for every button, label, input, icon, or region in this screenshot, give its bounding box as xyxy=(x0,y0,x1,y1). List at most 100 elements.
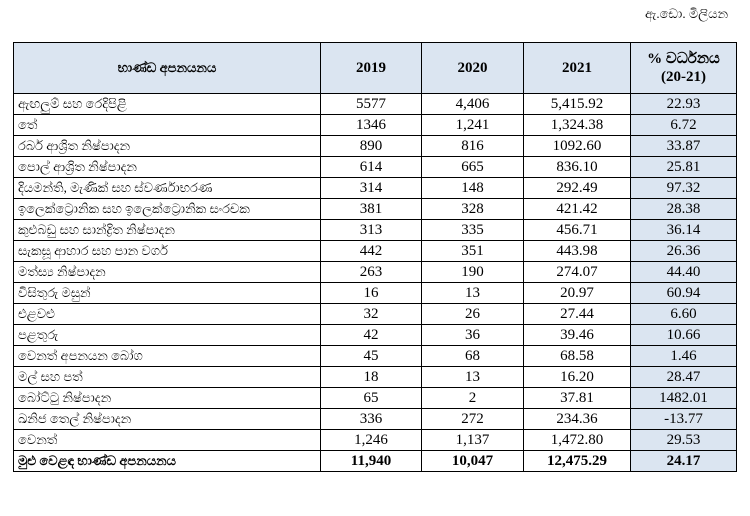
row-label: මත්ස්‍ය නිෂ්පාදන xyxy=(13,261,321,283)
cell: 351 xyxy=(421,240,524,262)
cell: 148 xyxy=(421,177,524,199)
cell: 336 xyxy=(320,408,422,430)
row-label: ඛනිජ තෙල් නිෂ්පාදන xyxy=(13,408,321,430)
row-label: සැකසූ ආහාර සහ පාන වර්ග xyxy=(13,240,321,262)
cell: 45 xyxy=(320,345,422,367)
row-label: බෝට්ටු නිෂ්පාදන xyxy=(13,387,321,409)
cell: 1482.01 xyxy=(630,387,737,409)
cell: 10,047 xyxy=(421,450,524,472)
cell: -13.77 xyxy=(630,408,737,430)
cell: 2 xyxy=(421,387,524,409)
cell: 274.07 xyxy=(523,261,631,283)
row-label: ඇඟලුම් සහ රෙදිපිළි xyxy=(13,93,321,115)
cell: 5577 xyxy=(320,93,422,115)
cell: 614 xyxy=(320,156,422,178)
row-label: පොල් ආශ්‍රිත නිෂ්පාදන xyxy=(13,156,321,178)
row-label: ඉලෙක්ට්‍රොනික සහ ඉලෙක්ට්‍රොනික සංරචක xyxy=(13,198,321,220)
cell: 24.17 xyxy=(630,450,737,472)
table-row: වෙනත් අපනයන බෝග 45 68 68.58 1.46 xyxy=(13,345,737,367)
cell: 456.71 xyxy=(523,219,631,241)
row-label: එළවළු xyxy=(13,303,321,325)
cell: 68.58 xyxy=(523,345,631,367)
cell: 381 xyxy=(320,198,422,220)
cell: 313 xyxy=(320,219,422,241)
row-label: මල් සහ පත් xyxy=(13,366,321,388)
cell: 65 xyxy=(320,387,422,409)
cell: 6.72 xyxy=(630,114,737,136)
cell: 22.93 xyxy=(630,93,737,115)
column-header: 2019 xyxy=(320,42,422,94)
table-row: පොල් ආශ්‍රිත නිෂ්පාදන 614 665 836.10 25.81 xyxy=(13,156,737,178)
export-table: භාණ්ඩ අපනයනය 2019 2020 2021% වර්ධනය (20-21)… xyxy=(13,42,737,472)
cell: 1346 xyxy=(320,114,422,136)
cell: 1,246 xyxy=(320,429,422,451)
table-row: ඉලෙක්ට්‍රොනික සහ ඉලෙක්ට්‍රොනික සංරචක 381 3… xyxy=(13,198,737,220)
table-row: රබර් ආශ්‍රිත නිෂ්පාදන 890 816 1092.60 33.87 xyxy=(13,135,737,157)
cell: 442 xyxy=(320,240,422,262)
cell: 36 xyxy=(421,324,524,346)
cell: 26 xyxy=(421,303,524,325)
cell: 10.66 xyxy=(630,324,737,346)
row-label: කුළුබඩු සහ සාන්ද්‍රිත නිෂ්පාදන xyxy=(13,219,321,241)
table-row: පළතුරු 42 36 39.46 10.66 xyxy=(13,324,737,346)
cell: 836.10 xyxy=(523,156,631,178)
cell: 68 xyxy=(421,345,524,367)
total-row: මුළු වෙළඳ භාණ්ඩ අපනයනය 11,940 10,047 12,475… xyxy=(13,450,737,472)
cell: 421.42 xyxy=(523,198,631,220)
cell: 12,475.29 xyxy=(523,450,631,472)
cell: 1,472.80 xyxy=(523,429,631,451)
table-row: බෝට්ටු නිෂ්පාදන 65 2 37.81 1482.01 xyxy=(13,387,737,409)
cell: 6.60 xyxy=(630,303,737,325)
cell: 263 xyxy=(320,261,422,283)
cell: 26.36 xyxy=(630,240,737,262)
cell: 97.32 xyxy=(630,177,737,199)
table-row: දියමන්ති, මැණික් සහ ස්වර්ණාභරණ 314 148 292.… xyxy=(13,177,737,199)
table-body: ඇඟලුම් සහ රෙදිපිළි 5577 4,406 5,415.92 22.93… xyxy=(13,93,737,472)
cell: 292.49 xyxy=(523,177,631,199)
cell: 665 xyxy=(421,156,524,178)
row-label: වෙනත් xyxy=(13,429,321,451)
row-label: මුළු වෙළඳ භාණ්ඩ අපනයනය xyxy=(13,450,321,472)
table-row: විසිතුරු මසුන් 16 13 20.97 60.94 xyxy=(13,282,737,304)
cell: 33.87 xyxy=(630,135,737,157)
column-header: % වර්ධනය (20-21) xyxy=(630,42,737,94)
cell: 16.20 xyxy=(523,366,631,388)
cell: 42 xyxy=(320,324,422,346)
column-header: 2020 xyxy=(421,42,524,94)
cell: 816 xyxy=(421,135,524,157)
cell: 32 xyxy=(320,303,422,325)
cell: 60.94 xyxy=(630,282,737,304)
cell: 28.38 xyxy=(630,198,737,220)
cell: 890 xyxy=(320,135,422,157)
cell: 335 xyxy=(421,219,524,241)
table-row: ඇඟලුම් සහ රෙදිපිළි 5577 4,406 5,415.92 22.93 xyxy=(13,93,737,115)
row-label: පළතුරු xyxy=(13,324,321,346)
table-row: එළවළු 32 26 27.44 6.60 xyxy=(13,303,737,325)
cell: 37.81 xyxy=(523,387,631,409)
row-label: දියමන්ති, මැණික් සහ ස්වර්ණාභරණ xyxy=(13,177,321,199)
table-row: ඛනිජ තෙල් නිෂ්පාදන 336 272 234.36 -13.77 xyxy=(13,408,737,430)
row-label: විසිතුරු මසුන් xyxy=(13,282,321,304)
cell: 25.81 xyxy=(630,156,737,178)
cell: 4,406 xyxy=(421,93,524,115)
cell: 234.36 xyxy=(523,408,631,430)
table-row: මත්ස්‍ය නිෂ්පාදන 263 190 274.07 44.40 xyxy=(13,261,737,283)
row-label: තේ xyxy=(13,114,321,136)
unit-label: ඇ.ඩො. මිලියන xyxy=(645,6,728,21)
cell: 328 xyxy=(421,198,524,220)
cell: 13 xyxy=(421,282,524,304)
table-row: සැකසූ ආහාර සහ පාන වර්ග 442 351 443.98 26.36 xyxy=(13,240,737,262)
cell: 5,415.92 xyxy=(523,93,631,115)
header-row: භාණ්ඩ අපනයනය 2019 2020 2021% වර්ධනය (20-21) xyxy=(13,42,737,94)
cell: 28.47 xyxy=(630,366,737,388)
table-row: තේ 1346 1,241 1,324.38 6.72 xyxy=(13,114,737,136)
cell: 44.40 xyxy=(630,261,737,283)
cell: 11,940 xyxy=(320,450,422,472)
cell: 1.46 xyxy=(630,345,737,367)
cell: 272 xyxy=(421,408,524,430)
cell: 36.14 xyxy=(630,219,737,241)
cell: 1,137 xyxy=(421,429,524,451)
cell: 13 xyxy=(421,366,524,388)
cell: 20.97 xyxy=(523,282,631,304)
